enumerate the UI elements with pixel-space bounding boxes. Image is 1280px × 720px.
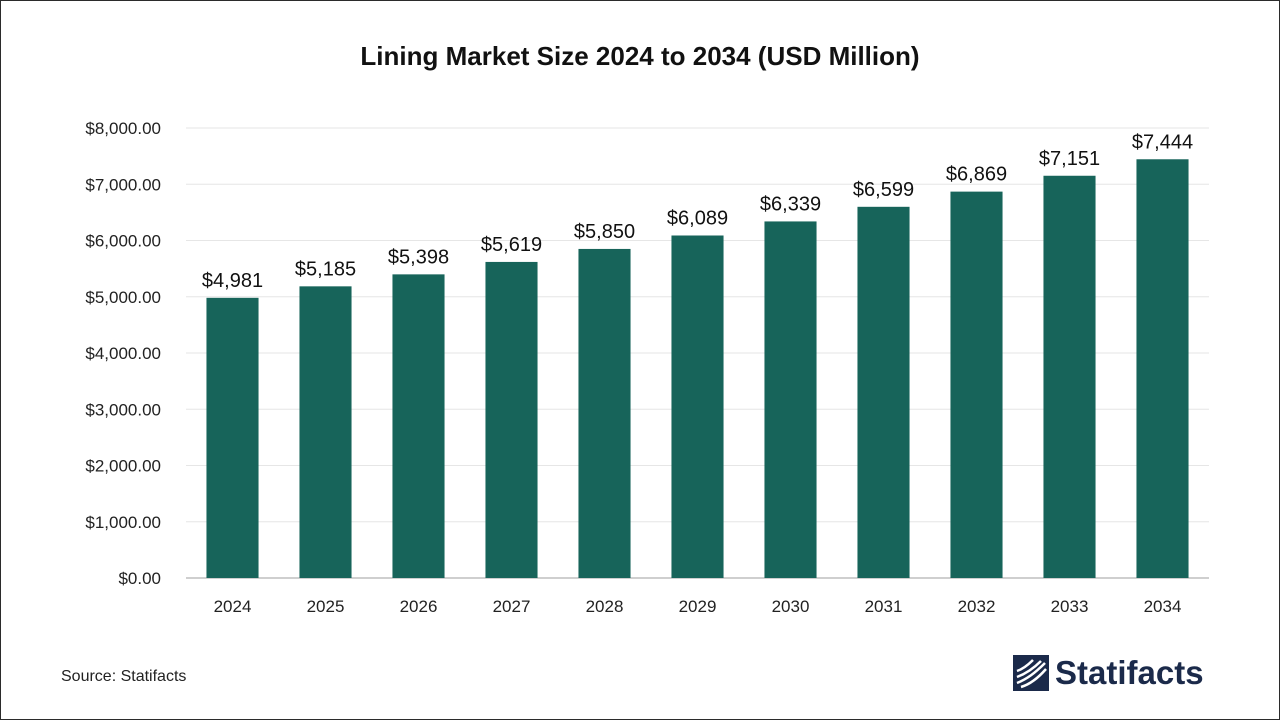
x-tick-label: 2030 (772, 597, 810, 616)
data-label: $6,869 (946, 164, 1007, 186)
chart-title: Lining Market Size 2024 to 2034 (USD Mil… (360, 41, 920, 71)
x-tick-label: 2032 (958, 597, 996, 616)
source-note: Source: Statifacts (61, 668, 187, 685)
y-tick-label: $8,000.00 (85, 119, 161, 138)
data-label: $5,850 (574, 221, 635, 243)
bar (206, 297, 259, 578)
bar (392, 274, 445, 578)
data-label: $5,185 (295, 258, 356, 280)
x-tick-label: 2027 (493, 597, 531, 616)
x-tick-label: 2029 (679, 597, 717, 616)
statifacts-logo-icon (1013, 655, 1049, 691)
x-tick-label: 2031 (865, 597, 903, 616)
data-label: $5,619 (481, 234, 542, 256)
bar (485, 261, 538, 578)
data-label: $7,444 (1132, 131, 1193, 153)
y-tick-label: $5,000.00 (85, 288, 161, 307)
y-tick-label: $2,000.00 (85, 457, 161, 476)
bar (764, 221, 817, 578)
bar (1136, 159, 1189, 578)
y-tick-label: $3,000.00 (85, 400, 161, 419)
data-label: $6,089 (667, 207, 728, 229)
bar (671, 235, 724, 578)
y-tick-label: $0.00 (118, 569, 161, 588)
x-tick-label: 2026 (400, 597, 438, 616)
data-label: $6,339 (760, 193, 821, 215)
y-tick-label: $4,000.00 (85, 344, 161, 363)
y-tick-label: $1,000.00 (85, 513, 161, 532)
data-label: $7,151 (1039, 148, 1100, 170)
y-tick-label: $6,000.00 (85, 232, 161, 251)
x-tick-label: 2028 (586, 597, 624, 616)
x-tick-label: 2033 (1051, 597, 1089, 616)
bar (299, 286, 352, 578)
x-tick-label: 2034 (1144, 597, 1182, 616)
x-tick-label: 2024 (214, 597, 252, 616)
y-tick-label: $7,000.00 (85, 175, 161, 194)
data-label: $5,398 (388, 246, 449, 268)
data-label: $6,599 (853, 179, 914, 201)
bar (950, 191, 1003, 578)
x-tick-label: 2025 (307, 597, 345, 616)
bar (857, 206, 910, 578)
statifacts-logo: Statifacts (1013, 653, 1204, 693)
bar (1043, 175, 1096, 578)
bar (578, 248, 631, 578)
logo-text: Statifacts (1055, 654, 1204, 691)
data-label: $4,981 (202, 270, 263, 292)
